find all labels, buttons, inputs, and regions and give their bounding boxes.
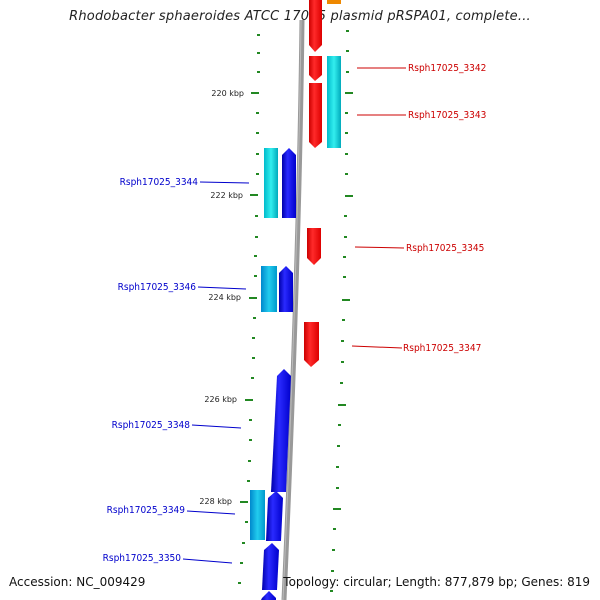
gene-arrow-rsph17025-3344[interactable] [282, 148, 296, 218]
kbp-label-224: 224 kbp [208, 293, 241, 302]
backbone-line [281, 19, 305, 600]
right-tick-marks [330, 30, 353, 592]
gene-label-rsph17025-3342[interactable]: Rsph17025_3342 [408, 63, 486, 74]
gene-arrow-rsph17025-3349[interactable] [266, 491, 283, 541]
gene-label-rsph17025-3347[interactable]: Rsph17025_3347 [403, 343, 481, 354]
gene-arrow-bottom-partial[interactable] [261, 591, 276, 600]
gene-label-rsph17025-3348[interactable]: Rsph17025_3348 [112, 420, 191, 431]
kbp-label-220: 220 kbp [211, 89, 244, 98]
gene-arrow-rsph17025-3345[interactable] [307, 228, 321, 265]
gene-arrow-rsph17025-3343[interactable] [309, 83, 322, 148]
accession-text: Accession: NC_009429 [9, 575, 146, 589]
feature-cyan-3344 [264, 148, 278, 218]
feature-cyan-3342 [327, 56, 341, 148]
gene-arrow-rsph17025-3347[interactable] [304, 322, 319, 367]
feature-cyan-3349 [250, 490, 265, 540]
kbp-label-222: 222 kbp [210, 191, 243, 200]
gene-arrow-rsph17025-3342[interactable] [309, 56, 322, 81]
gene-label-rsph17025-3349[interactable]: Rsph17025_3349 [107, 505, 186, 516]
topology-stats-text: Topology: circular; Length: 877,879 bp; … [283, 575, 590, 589]
gene-arrow-rsph17025-3350[interactable] [262, 543, 279, 590]
feature-orange-fragment [327, 0, 341, 4]
kbp-label-226: 226 kbp [204, 395, 237, 404]
gene-label-rsph17025-3346[interactable]: Rsph17025_3346 [118, 282, 197, 293]
map-title: Rhodobacter sphaeroides ATCC 17025 plasm… [69, 9, 531, 24]
feature-cyan-3346 [261, 266, 277, 312]
gene-label-rsph17025-3345[interactable]: Rsph17025_3345 [406, 243, 484, 254]
label-connectors [182, 67, 406, 564]
left-tick-marks [238, 34, 260, 584]
kbp-label-228: 228 kbp [199, 497, 232, 506]
gene-label-rsph17025-3350[interactable]: Rsph17025_3350 [103, 553, 182, 564]
gene-label-rsph17025-3344[interactable]: Rsph17025_3344 [120, 177, 199, 188]
backbone-shadow [282, 19, 302, 600]
gene-arrow-rsph17025-3348[interactable] [271, 369, 291, 492]
gene-label-rsph17025-3343[interactable]: Rsph17025_3343 [408, 110, 486, 121]
gene-arrow-top-partial[interactable] [309, 0, 322, 52]
gene-arrow-rsph17025-3346[interactable] [279, 266, 293, 312]
